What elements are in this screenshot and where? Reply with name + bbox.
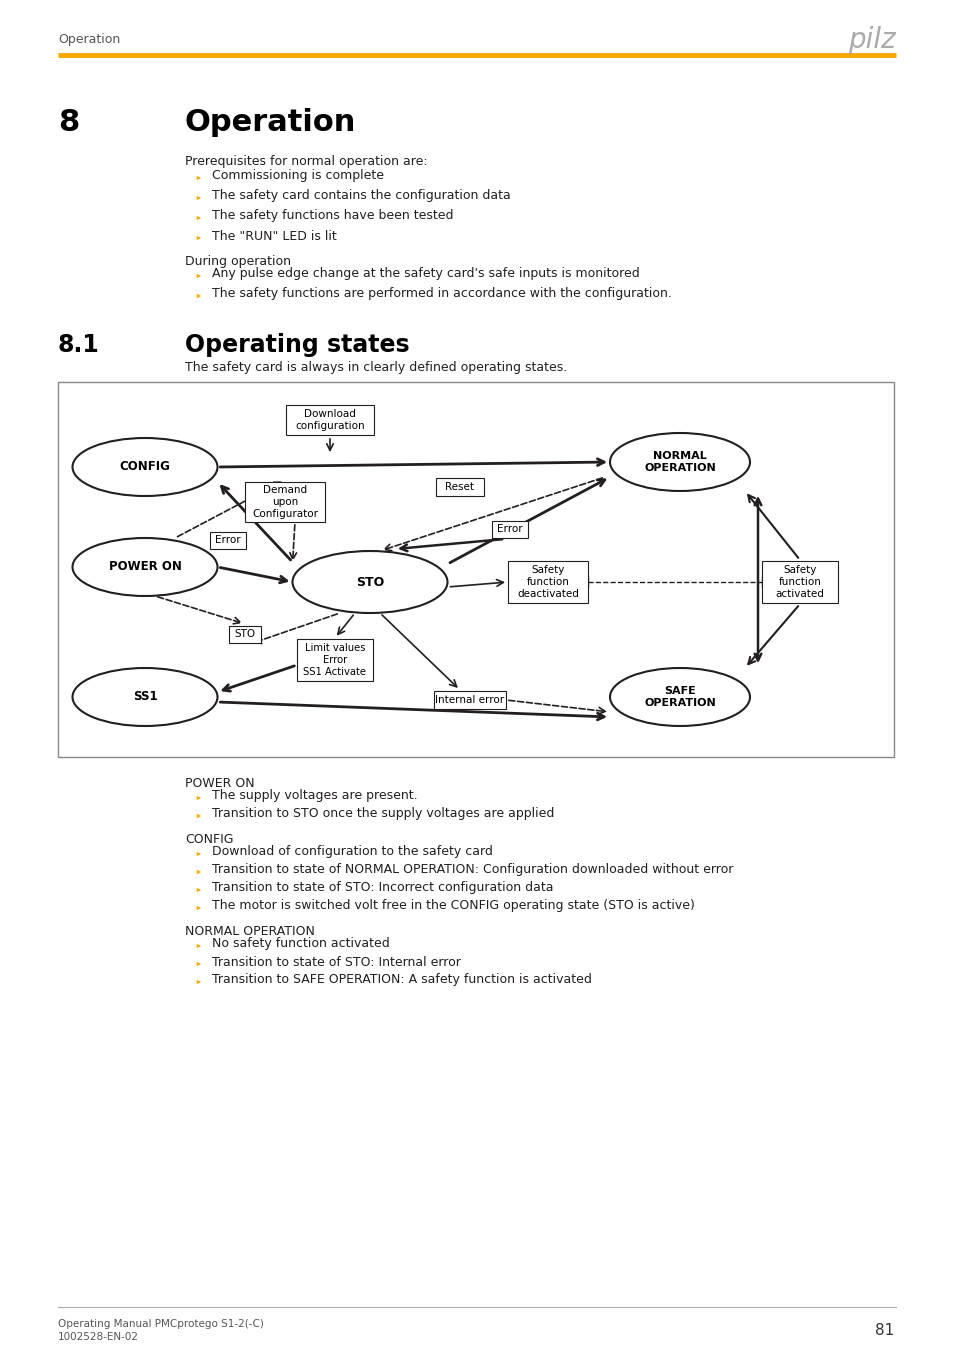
Text: 81: 81: [874, 1323, 893, 1338]
Bar: [434, 691, 505, 709]
Text: Transition to state of NORMAL OPERATION: Configuration downloaded without error: Transition to state of NORMAL OPERATION:…: [212, 864, 733, 876]
Text: During operation: During operation: [185, 255, 291, 269]
Text: Operation: Operation: [58, 34, 120, 46]
Text: Limit values
Error
SS1 Activate: Limit values Error SS1 Activate: [303, 644, 366, 676]
Text: Safety
function
activated: Safety function activated: [775, 566, 823, 598]
Text: NORMAL OPERATION: NORMAL OPERATION: [185, 925, 314, 938]
Text: Demand
upon
Configurator: Demand upon Configurator: [252, 486, 317, 518]
Text: NORMAL
OPERATION: NORMAL OPERATION: [643, 451, 715, 472]
Text: CONFIG: CONFIG: [185, 833, 233, 846]
Text: STO: STO: [234, 629, 255, 639]
Text: Download of configuration to the safety card: Download of configuration to the safety …: [212, 845, 493, 859]
Ellipse shape: [293, 551, 447, 613]
Text: Error: Error: [215, 535, 240, 545]
Ellipse shape: [609, 668, 749, 726]
Text: CONFIG: CONFIG: [119, 460, 171, 474]
Ellipse shape: [72, 437, 217, 495]
Text: Operation: Operation: [185, 108, 356, 136]
Text: 1002528-EN-02: 1002528-EN-02: [58, 1332, 139, 1342]
Text: No safety function activated: No safety function activated: [212, 937, 390, 950]
Ellipse shape: [72, 539, 217, 595]
Text: The "RUN" LED is lit: The "RUN" LED is lit: [212, 230, 336, 243]
Text: Operating Manual PMCprotego S1-2(-C): Operating Manual PMCprotego S1-2(-C): [58, 1319, 264, 1328]
Bar: [229, 625, 261, 643]
Bar: [210, 532, 246, 548]
Text: Transition to SAFE OPERATION: A safety function is activated: Transition to SAFE OPERATION: A safety f…: [212, 973, 591, 987]
Text: Any pulse edge change at the safety card's safe inputs is monitored: Any pulse edge change at the safety card…: [212, 267, 639, 281]
Ellipse shape: [609, 433, 749, 491]
Bar: [245, 482, 325, 522]
Text: POWER ON: POWER ON: [109, 560, 181, 574]
Text: Safety
function
deactivated: Safety function deactivated: [517, 566, 578, 598]
Text: Error: Error: [497, 524, 522, 535]
Text: The safety functions have been tested: The safety functions have been tested: [212, 209, 453, 223]
Text: 8.1: 8.1: [58, 333, 100, 356]
Text: 8: 8: [58, 108, 79, 136]
Text: Internal error: Internal error: [435, 695, 504, 705]
Text: Download
configuration: Download configuration: [294, 409, 364, 431]
Text: Transition to state of STO: Internal error: Transition to state of STO: Internal err…: [212, 956, 460, 968]
Bar: [492, 521, 527, 537]
Text: pilz: pilz: [847, 26, 895, 54]
Text: Transition to state of STO: Incorrect configuration data: Transition to state of STO: Incorrect co…: [212, 882, 553, 895]
Text: Commissioning is complete: Commissioning is complete: [212, 170, 384, 182]
Bar: [436, 478, 483, 495]
Bar: [58, 382, 893, 757]
Text: Reset: Reset: [445, 482, 474, 491]
Bar: [296, 639, 373, 680]
Bar: [761, 562, 837, 603]
Text: The safety functions are performed in accordance with the configuration.: The safety functions are performed in ac…: [212, 288, 671, 301]
Text: Transition to STO once the supply voltages are applied: Transition to STO once the supply voltag…: [212, 807, 554, 821]
Text: The supply voltages are present.: The supply voltages are present.: [212, 790, 417, 802]
Text: The safety card is always in clearly defined operating states.: The safety card is always in clearly def…: [185, 360, 567, 374]
Text: Operating states: Operating states: [185, 333, 409, 356]
Text: Prerequisites for normal operation are:: Prerequisites for normal operation are:: [185, 155, 427, 167]
Text: The safety card contains the configuration data: The safety card contains the configurati…: [212, 189, 510, 202]
Text: SAFE
OPERATION: SAFE OPERATION: [643, 686, 715, 707]
Text: SS1: SS1: [132, 690, 157, 703]
Ellipse shape: [72, 668, 217, 726]
Text: STO: STO: [355, 575, 384, 589]
Text: The motor is switched volt free in the CONFIG operating state (STO is active): The motor is switched volt free in the C…: [212, 899, 694, 913]
Bar: [286, 405, 374, 435]
Bar: [507, 562, 587, 603]
Text: POWER ON: POWER ON: [185, 778, 254, 790]
